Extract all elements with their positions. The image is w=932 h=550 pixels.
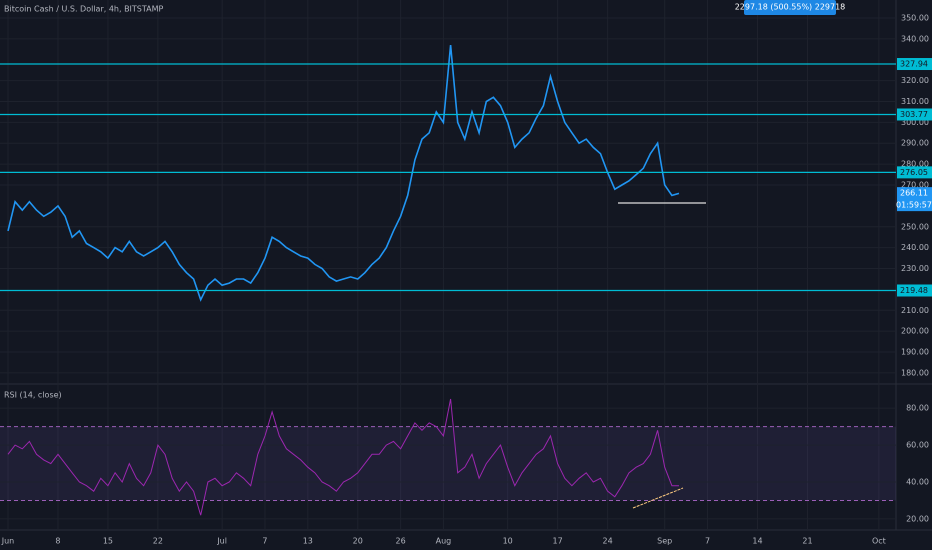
last-price-label: 266.11 <box>900 189 928 198</box>
x-tick-label: 20 <box>353 537 363 546</box>
x-tick-label: 13 <box>303 537 313 546</box>
y-tick-label: 20.00 <box>906 514 929 523</box>
y-tick-label: 230.00 <box>901 264 929 273</box>
rsi-band <box>0 426 896 501</box>
measure-label: 2297.18 (500.55%) 229718 <box>735 3 846 12</box>
y-tick-label: 290.00 <box>901 139 929 148</box>
x-tick-label: 22 <box>153 537 163 546</box>
last-price-box <box>897 187 932 212</box>
level-label: 303.77 <box>900 110 928 119</box>
x-tick-label: 26 <box>396 537 406 546</box>
level-label-box <box>897 108 932 121</box>
x-tick-label: Sep <box>657 537 672 546</box>
level-label: 276.05 <box>900 168 928 177</box>
x-tick-label: Oct <box>872 537 886 546</box>
y-tick-label: 200.00 <box>901 327 929 336</box>
y-tick-label: 80.00 <box>906 404 929 413</box>
x-tick-label: 14 <box>752 537 762 546</box>
level-label-box <box>897 284 932 297</box>
chart-title: Bitcoin Cash / U.S. Dollar, 4h, BITSTAMP <box>4 5 164 14</box>
trend-line <box>632 487 684 509</box>
y-tick-label: 40.00 <box>906 478 929 487</box>
y-tick-label: 270.00 <box>901 181 929 190</box>
level-label: 327.94 <box>900 60 928 69</box>
level-label-box <box>897 58 932 71</box>
y-tick-label: 300.00 <box>901 118 929 127</box>
x-tick-label: Jun <box>1 537 15 546</box>
x-tick-label: 8 <box>55 537 60 546</box>
y-tick-label: 180.00 <box>901 368 929 377</box>
y-tick-label: 60.00 <box>906 441 929 450</box>
y-tick-label: 340.00 <box>901 34 929 43</box>
x-tick-label: 24 <box>603 537 613 546</box>
x-tick-label: 21 <box>802 537 812 546</box>
y-tick-label: 320.00 <box>901 76 929 85</box>
x-tick-label: 17 <box>553 537 563 546</box>
countdown-label: 01:59:57 <box>896 201 932 210</box>
x-tick-label: 7 <box>705 537 710 546</box>
series-line <box>7 398 679 516</box>
y-tick-label: 240.00 <box>901 243 929 252</box>
series-line <box>7 45 680 302</box>
level-label: 219.48 <box>900 286 928 295</box>
y-tick-label: 250.00 <box>901 222 929 231</box>
measure-box <box>744 0 836 15</box>
x-tick-label: 10 <box>503 537 513 546</box>
y-tick-label: 210.00 <box>901 306 929 315</box>
y-tick-label: 310.00 <box>901 97 929 106</box>
x-tick-label: Jul <box>216 537 227 546</box>
x-tick-label: 15 <box>103 537 113 546</box>
y-tick-label: 350.00 <box>901 13 929 22</box>
y-tick-label: 190.00 <box>901 348 929 357</box>
level-label-box <box>897 166 932 179</box>
x-tick-label: 7 <box>262 537 267 546</box>
x-tick-label: Aug <box>436 537 452 546</box>
rsi-title: RSI (14, close) <box>4 391 62 400</box>
y-tick-label: 280.00 <box>901 160 929 169</box>
